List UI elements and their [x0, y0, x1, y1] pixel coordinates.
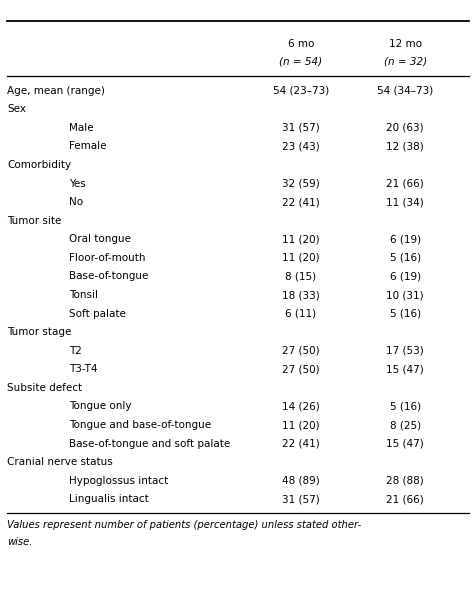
- Text: 54 (23–73): 54 (23–73): [273, 86, 329, 96]
- Text: 21 (66): 21 (66): [386, 494, 424, 504]
- Text: 18 (33): 18 (33): [282, 290, 320, 300]
- Text: 6 mo: 6 mo: [288, 40, 314, 49]
- Text: Values represent number of patients (percentage) unless stated other-: Values represent number of patients (per…: [7, 520, 361, 530]
- Text: 27 (50): 27 (50): [282, 346, 320, 356]
- Text: 31 (57): 31 (57): [282, 494, 320, 504]
- Text: Base-of-tongue: Base-of-tongue: [69, 271, 148, 281]
- Text: 11 (34): 11 (34): [386, 197, 424, 207]
- Text: 32 (59): 32 (59): [282, 179, 320, 189]
- Text: Floor-of-mouth: Floor-of-mouth: [69, 253, 145, 263]
- Text: 5 (16): 5 (16): [390, 253, 421, 263]
- Text: 21 (66): 21 (66): [386, 179, 424, 189]
- Text: Age, mean (range): Age, mean (range): [7, 86, 105, 96]
- Text: 15 (47): 15 (47): [386, 364, 424, 374]
- Text: 22 (41): 22 (41): [282, 438, 320, 448]
- Text: Tumor site: Tumor site: [7, 216, 62, 226]
- Text: Tongue only: Tongue only: [69, 401, 131, 411]
- Text: 8 (15): 8 (15): [285, 271, 317, 281]
- Text: Tonsil: Tonsil: [69, 290, 98, 300]
- Text: 8 (25): 8 (25): [390, 420, 421, 430]
- Text: 15 (47): 15 (47): [386, 438, 424, 448]
- Text: 11 (20): 11 (20): [282, 253, 320, 263]
- Text: 17 (53): 17 (53): [386, 346, 424, 356]
- Text: 6 (19): 6 (19): [390, 234, 421, 244]
- Text: Lingualis intact: Lingualis intact: [69, 494, 148, 504]
- Text: wise.: wise.: [7, 537, 33, 546]
- Text: 22 (41): 22 (41): [282, 197, 320, 207]
- Text: Hypoglossus intact: Hypoglossus intact: [69, 476, 168, 486]
- Text: Oral tongue: Oral tongue: [69, 234, 131, 244]
- Text: Male: Male: [69, 123, 93, 133]
- Text: 11 (20): 11 (20): [282, 420, 320, 430]
- Text: 54 (34–73): 54 (34–73): [377, 86, 433, 96]
- Text: Soft palate: Soft palate: [69, 309, 126, 319]
- Text: 28 (88): 28 (88): [386, 476, 424, 486]
- Text: Base-of-tongue and soft palate: Base-of-tongue and soft palate: [69, 438, 230, 448]
- Text: (n = 32): (n = 32): [384, 57, 427, 67]
- Text: 23 (43): 23 (43): [282, 142, 320, 152]
- Text: Yes: Yes: [69, 179, 85, 189]
- Text: 20 (63): 20 (63): [386, 123, 424, 133]
- Text: Subsite defect: Subsite defect: [7, 383, 82, 393]
- Text: 11 (20): 11 (20): [282, 234, 320, 244]
- Text: Comorbidity: Comorbidity: [7, 160, 71, 170]
- Text: 14 (26): 14 (26): [282, 401, 320, 411]
- Text: 12 mo: 12 mo: [389, 40, 422, 49]
- Text: Cranial nerve status: Cranial nerve status: [7, 457, 113, 467]
- Text: No: No: [69, 197, 83, 207]
- Text: Tongue and base-of-tongue: Tongue and base-of-tongue: [69, 420, 211, 430]
- Text: (n = 54): (n = 54): [280, 57, 322, 67]
- Text: 5 (16): 5 (16): [390, 309, 421, 319]
- Text: Sex: Sex: [7, 104, 26, 114]
- Text: T3-T4: T3-T4: [69, 364, 97, 374]
- Text: 6 (19): 6 (19): [390, 271, 421, 281]
- Text: Female: Female: [69, 142, 106, 152]
- Text: 5 (16): 5 (16): [390, 401, 421, 411]
- Text: 6 (11): 6 (11): [285, 309, 317, 319]
- Text: 31 (57): 31 (57): [282, 123, 320, 133]
- Text: 12 (38): 12 (38): [386, 142, 424, 152]
- Text: 10 (31): 10 (31): [386, 290, 424, 300]
- Text: 48 (89): 48 (89): [282, 476, 320, 486]
- Text: T2: T2: [69, 346, 82, 356]
- Text: 27 (50): 27 (50): [282, 364, 320, 374]
- Text: Tumor stage: Tumor stage: [7, 327, 72, 337]
